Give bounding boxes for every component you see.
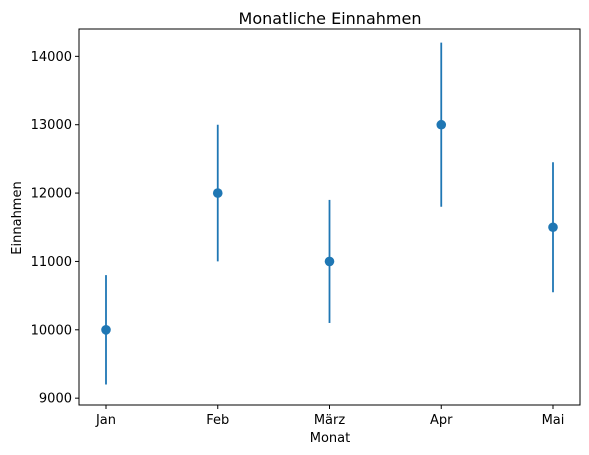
- y-tick-label: 11000: [31, 255, 72, 270]
- x-tick-label: Mai: [542, 413, 565, 428]
- x-axis: Jan Feb März Apr Mai: [95, 405, 564, 428]
- y-tick-label: 14000: [31, 50, 72, 65]
- y-tick-label: 9000: [39, 392, 72, 407]
- chart-title: Monatliche Einnahmen: [239, 9, 422, 28]
- data-point: [548, 222, 558, 233]
- y-tick-label: 13000: [31, 118, 72, 133]
- x-tick-label: Jan: [95, 413, 116, 428]
- data-marks: [101, 42, 558, 385]
- x-tick-label: Feb: [206, 413, 229, 428]
- x-tick-label: März: [314, 413, 346, 428]
- y-axis: 9000 10000 11000 12000 13000 14000: [31, 50, 79, 407]
- y-tick-label: 10000: [31, 323, 72, 338]
- y-axis-label: Einnahmen: [10, 181, 25, 254]
- x-axis-label: Monat: [310, 431, 350, 446]
- data-point: [212, 188, 223, 198]
- x-tick-label: Apr: [430, 413, 453, 428]
- y-tick-label: 12000: [31, 187, 72, 202]
- data-point: [436, 119, 447, 130]
- data-point: [101, 325, 111, 335]
- data-point: [324, 256, 335, 267]
